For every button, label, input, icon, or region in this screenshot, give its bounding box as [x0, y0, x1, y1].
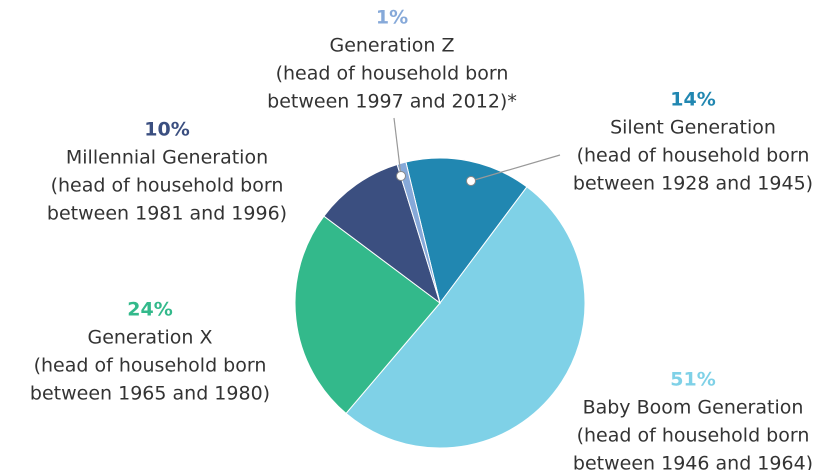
- category-description: between 1928 and 1945): [573, 173, 813, 195]
- pie-slice: [396, 161, 441, 304]
- pie-slice: [294, 215, 441, 415]
- category-description: (head of household born: [51, 175, 284, 197]
- category-description: (head of household born: [276, 63, 509, 85]
- category-description: between 1946 and 1964): [573, 453, 813, 470]
- leader-line: [393, 117, 402, 177]
- pie-slice: [323, 163, 441, 305]
- category-label: Millennial Generation: [66, 147, 268, 169]
- category-description: (head of household born: [34, 355, 267, 377]
- value-label: 24%: [127, 299, 172, 321]
- category-description: between 1981 and 1996): [47, 203, 287, 225]
- category-description: between 1997 and 2012)*: [267, 91, 517, 113]
- pie-slice: [405, 157, 528, 305]
- leader-line: [470, 154, 561, 182]
- leader-dot: [466, 176, 476, 186]
- category-label: Generation X: [87, 327, 212, 349]
- category-description: between 1965 and 1980): [30, 383, 270, 405]
- category-label: Silent Generation: [610, 117, 776, 139]
- value-label: 51%: [670, 369, 715, 391]
- category-description: (head of household born: [577, 425, 810, 447]
- category-description: (head of household born: [577, 145, 810, 167]
- value-label: 14%: [670, 89, 715, 111]
- pie-slice: [345, 186, 586, 449]
- category-label: Generation Z: [329, 35, 454, 57]
- pie: [294, 157, 586, 449]
- leader-dot: [396, 171, 406, 181]
- category-label: Baby Boom Generation: [583, 397, 804, 419]
- value-label: 10%: [144, 119, 189, 141]
- value-label: 1%: [376, 7, 408, 29]
